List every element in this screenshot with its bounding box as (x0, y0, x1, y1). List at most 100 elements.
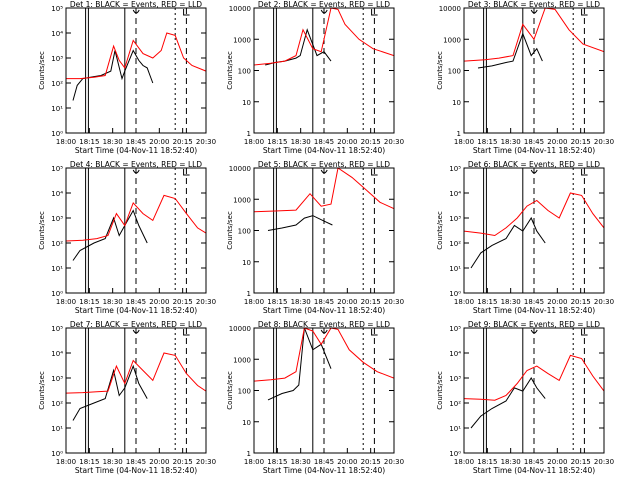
marker-cap (320, 9, 328, 14)
chart-title: Det 9: BLACK = Events, RED = LLD (468, 320, 600, 329)
chart-title: Det 7: BLACK = Events, RED = LLD (70, 320, 202, 329)
chart-title: Det 4: BLACK = Events, RED = LLD (70, 160, 202, 169)
x-tick-label: 20:15 (361, 298, 381, 306)
marker-cap (530, 169, 538, 174)
x-tick-label: 20:30 (384, 298, 404, 306)
series-line-events (72, 209, 148, 261)
marker-cap (320, 329, 328, 334)
series-line-lld (66, 352, 206, 394)
y-tick-label: 1 (247, 290, 251, 298)
y-tick-label: 10³ (51, 215, 63, 223)
x-tick-label: 20:30 (594, 138, 614, 146)
y-tick-label: 10⁵ (449, 165, 461, 173)
x-tick-label: 20:00 (337, 298, 357, 306)
y-tick-label: 10000 (229, 325, 251, 333)
series-line-lld (254, 168, 394, 213)
y-tick-label: 10⁴ (449, 190, 461, 198)
chart-title: Det 1: BLACK = Events, RED = LLD (70, 0, 202, 9)
chart-title: Det 3: BLACK = Events, RED = LLD (468, 0, 600, 9)
x-tick-label: 18:15 (267, 138, 287, 146)
y-tick-label: 10⁵ (51, 325, 63, 333)
x-tick-label: 20:00 (547, 298, 567, 306)
x-tick-label: 20:00 (149, 298, 169, 306)
y-axis-label: Counts/sec (38, 211, 46, 250)
y-tick-label: 10 (242, 419, 251, 427)
x-axis-label: Start Time (04-Nov-11 18:52:40) (75, 466, 197, 475)
x-tick-label: 18:15 (477, 298, 497, 306)
marker-cap (581, 9, 588, 16)
series-line-lld (66, 32, 206, 80)
x-tick-label: 20:00 (547, 138, 567, 146)
x-tick-label: 20:15 (361, 138, 381, 146)
y-tick-label: 10⁰ (51, 290, 63, 298)
y-axis-label: Counts/sec (38, 371, 46, 410)
series-line-events (72, 364, 148, 421)
y-tick-label: 10000 (229, 5, 251, 13)
y-tick-label: 10⁵ (449, 325, 461, 333)
y-tick-label: 1000 (233, 196, 251, 204)
y-tick-label: 10⁰ (449, 450, 461, 458)
x-tick-label: 18:30 (103, 298, 123, 306)
chart-title: Det 2: BLACK = Events, RED = LLD (258, 0, 390, 9)
series-line-lld (464, 354, 604, 401)
y-axis-label: Counts/sec (436, 51, 444, 90)
series-line-events (72, 49, 154, 101)
x-axis-label: Start Time (04-Nov-11 18:52:40) (473, 146, 595, 155)
series-line-lld (66, 194, 206, 242)
x-tick-label: 18:15 (79, 298, 99, 306)
y-tick-label: 10² (51, 400, 63, 408)
y-tick-label: 10¹ (449, 265, 461, 273)
chart-panel-2: 1 10 100 1000 10000 18:00 18:15 18:30 18:45 20:00… (226, 0, 404, 155)
series-line-lld (254, 8, 394, 66)
marker-cap (132, 9, 140, 14)
y-tick-label: 10¹ (51, 425, 63, 433)
chart-title: Det 6: BLACK = Events, RED = LLD (468, 160, 600, 169)
y-tick-label: 100 (238, 388, 251, 396)
marker-cap (581, 169, 588, 176)
x-axis-label: Start Time (04-Nov-11 18:52:40) (263, 306, 385, 315)
y-tick-label: 10⁰ (51, 450, 63, 458)
y-axis-label: Counts/sec (436, 371, 444, 410)
y-tick-label: 10000 (229, 165, 251, 173)
y-tick-label: 10² (51, 80, 63, 88)
marker-cap (530, 9, 538, 14)
x-tick-label: 20:00 (149, 458, 169, 466)
x-tick-label: 18:00 (244, 298, 264, 306)
series-line-events (470, 377, 546, 429)
chart-title: Det 8: BLACK = Events, RED = LLD (258, 320, 390, 329)
series-line-lld (464, 8, 604, 62)
y-axis-label: Counts/sec (436, 211, 444, 250)
y-tick-label: 10000 (439, 5, 461, 13)
y-tick-label: 1000 (233, 356, 251, 364)
marker-cap (183, 169, 190, 176)
x-tick-label: 20:30 (384, 138, 404, 146)
x-tick-label: 20:15 (173, 458, 193, 466)
x-tick-label: 18:45 (314, 458, 334, 466)
x-tick-label: 18:30 (291, 138, 311, 146)
y-tick-label: 100 (238, 228, 251, 236)
x-tick-label: 18:15 (267, 298, 287, 306)
x-tick-label: 18:00 (454, 138, 474, 146)
marker-cap (371, 329, 378, 336)
x-axis-label: Start Time (04-Nov-11 18:52:40) (263, 146, 385, 155)
x-tick-label: 20:30 (196, 458, 216, 466)
x-tick-label: 20:15 (361, 458, 381, 466)
x-tick-label: 18:00 (244, 138, 264, 146)
x-tick-label: 18:45 (126, 458, 146, 466)
x-tick-label: 18:15 (79, 138, 99, 146)
x-axis-label: Start Time (04-Nov-11 18:52:40) (75, 306, 197, 315)
x-tick-label: 18:45 (524, 138, 544, 146)
y-tick-label: 10¹ (51, 265, 63, 273)
x-tick-label: 18:15 (477, 458, 497, 466)
y-axis-label: Counts/sec (226, 211, 234, 250)
y-tick-label: 10 (242, 99, 251, 107)
x-tick-label: 18:15 (267, 458, 287, 466)
x-tick-label: 20:15 (173, 138, 193, 146)
y-tick-label: 1000 (443, 36, 461, 44)
